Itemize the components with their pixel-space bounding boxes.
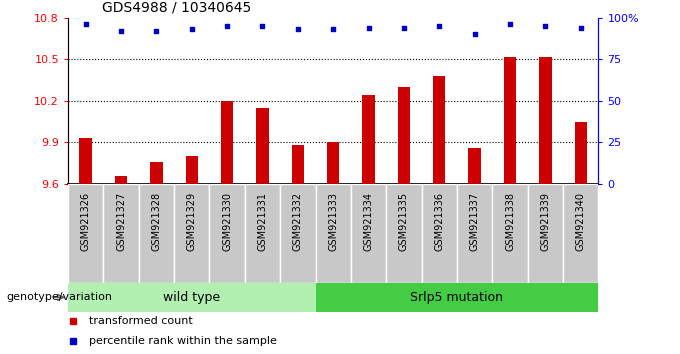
Point xyxy=(222,23,233,29)
Bar xyxy=(492,184,528,283)
Bar xyxy=(292,145,304,184)
Text: GDS4988 / 10340645: GDS4988 / 10340645 xyxy=(102,0,251,14)
Point xyxy=(328,27,339,32)
Bar xyxy=(280,184,316,283)
Text: GSM921331: GSM921331 xyxy=(258,192,267,251)
Bar xyxy=(504,57,516,184)
Point xyxy=(434,23,445,29)
Bar xyxy=(575,122,587,184)
Bar xyxy=(103,184,139,283)
Bar xyxy=(68,283,316,312)
Text: wild type: wild type xyxy=(163,291,220,304)
Bar xyxy=(80,138,92,184)
Bar xyxy=(186,156,198,184)
Bar xyxy=(221,101,233,184)
Text: GSM921330: GSM921330 xyxy=(222,192,232,251)
Bar xyxy=(398,87,410,184)
Bar xyxy=(150,162,163,184)
Text: GSM921333: GSM921333 xyxy=(328,192,338,251)
Text: Srlp5 mutation: Srlp5 mutation xyxy=(411,291,503,304)
Point xyxy=(363,25,374,30)
Bar xyxy=(209,184,245,283)
Bar xyxy=(422,184,457,283)
Text: GSM921334: GSM921334 xyxy=(364,192,373,251)
Bar xyxy=(245,184,280,283)
Point xyxy=(469,32,480,37)
Text: GSM921332: GSM921332 xyxy=(293,192,303,251)
Text: GSM921329: GSM921329 xyxy=(187,192,197,251)
Text: GSM921339: GSM921339 xyxy=(541,192,550,251)
Text: GSM921336: GSM921336 xyxy=(435,192,444,251)
Text: GSM921338: GSM921338 xyxy=(505,192,515,251)
Point xyxy=(186,27,197,32)
Bar xyxy=(174,184,209,283)
Point xyxy=(80,22,91,27)
Bar xyxy=(457,184,492,283)
Bar xyxy=(327,143,339,184)
Bar xyxy=(433,76,445,184)
Text: GSM921335: GSM921335 xyxy=(399,192,409,251)
Bar xyxy=(316,283,598,312)
Point xyxy=(257,23,268,29)
Text: percentile rank within the sample: percentile rank within the sample xyxy=(89,336,277,346)
Bar xyxy=(386,184,422,283)
Bar xyxy=(362,95,375,184)
Text: GSM921337: GSM921337 xyxy=(470,192,479,251)
Point xyxy=(398,25,409,30)
Bar xyxy=(256,108,269,184)
Text: GSM921340: GSM921340 xyxy=(576,192,585,251)
Bar xyxy=(351,184,386,283)
Point xyxy=(575,25,586,30)
Point xyxy=(540,23,551,29)
Text: GSM921327: GSM921327 xyxy=(116,192,126,251)
Bar xyxy=(68,184,103,283)
Bar xyxy=(316,184,351,283)
Point xyxy=(116,28,126,34)
Bar xyxy=(563,184,598,283)
Bar xyxy=(528,184,563,283)
Point xyxy=(505,22,515,27)
Bar xyxy=(469,148,481,184)
Bar xyxy=(539,57,551,184)
Point xyxy=(292,27,303,32)
Text: GSM921326: GSM921326 xyxy=(81,192,90,251)
Text: transformed count: transformed count xyxy=(89,316,193,326)
Point xyxy=(151,28,162,34)
Text: GSM921328: GSM921328 xyxy=(152,192,161,251)
Text: genotype/variation: genotype/variation xyxy=(7,292,113,302)
Bar xyxy=(139,184,174,283)
Bar xyxy=(115,176,127,184)
